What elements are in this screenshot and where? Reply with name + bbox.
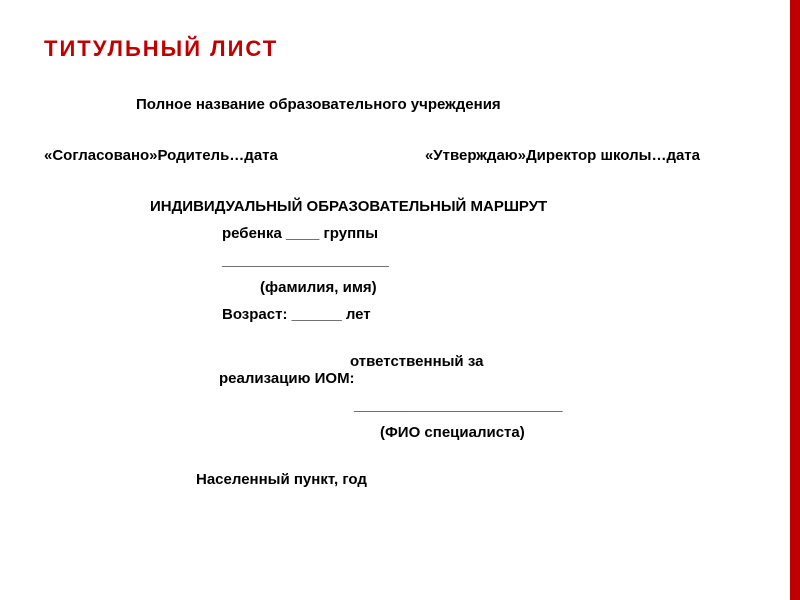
locality-line: Населенный пункт, год — [196, 471, 770, 488]
route-heading: ИНДИВИДУАЛЬНЫЙ ОБРАЗОВАТЕЛЬНЫЙ МАРШРУТ — [150, 198, 770, 215]
responsible-bottom: реализацию ИОМ: — [219, 370, 770, 387]
approval-row: «Согласовано»Родитель…дата «Утверждаю»Ди… — [44, 147, 770, 164]
child-group-line: ребенка ____ группы — [222, 225, 770, 242]
approval-left: «Согласовано»Родитель…дата — [44, 147, 278, 164]
institution-line: Полное название образовательного учрежде… — [136, 96, 770, 113]
approval-right: «Утверждаю»Директор школы…дата — [425, 147, 700, 164]
responsible-top: ответственный за — [350, 353, 770, 370]
specialist-blank-line: _________________________ — [354, 397, 770, 414]
surname-hint: (фамилия, имя) — [260, 279, 770, 296]
accent-bar — [790, 0, 800, 600]
name-blank-line: ____________________ — [222, 252, 770, 269]
document-content: ТИТУЛЬНЫЙ ЛИСТ Полное название образоват… — [0, 0, 800, 508]
age-line: Возраст: ______ лет — [222, 306, 770, 323]
specialist-hint: (ФИО специалиста) — [380, 424, 770, 441]
page-title: ТИТУЛЬНЫЙ ЛИСТ — [44, 36, 770, 62]
